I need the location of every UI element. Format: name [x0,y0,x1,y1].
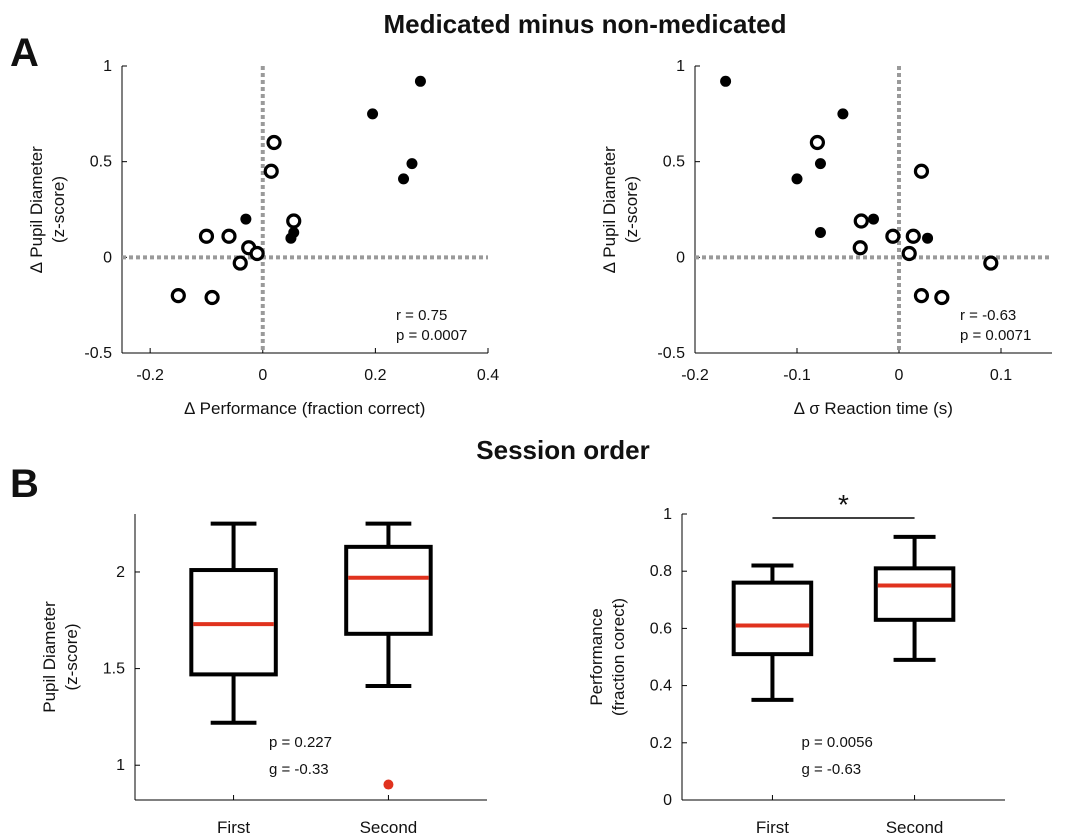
chart-a-left: -0.5 0 0.5 1 ∆ Pupil Diameter (z-score) -0.2 0 0… [27,58,499,418]
filled-point [868,213,879,225]
x-category-label: First [217,818,250,837]
open-point [266,134,282,151]
x-tick-label: 0.1 [990,367,1012,384]
x-category-label: First [756,818,789,837]
filled-point [814,158,826,170]
x-tick-label: -0.2 [136,367,164,384]
y-tick-label: 1 [676,58,685,75]
open-point [204,289,220,306]
filled-point [285,232,297,244]
open-point [934,289,950,306]
open-point [983,255,999,271]
y-tick-label: 0.5 [90,154,112,171]
filled-point [922,232,934,244]
filled-point [398,173,410,185]
x-category-label: Second [360,818,418,837]
y-tick-label: -0.5 [84,345,112,362]
x-category-label: Second [886,818,944,837]
stat-g: g = -0.63 [802,761,862,778]
x-tick-label: 0 [258,367,267,384]
open-point [249,245,265,262]
open-point [913,288,930,304]
x-tick-label: 0.2 [364,367,386,384]
filled-point [837,108,849,120]
y-tick-label: 0.8 [650,563,672,580]
y-tick-label: 0 [676,249,685,266]
chart-b-right: 0 0.2 0.4 0.6 0.8 1 Performance (fraction corec… [587,489,1005,837]
box-iqr [189,568,278,677]
open-point [198,228,215,244]
chart-a-right: -0.5 0 0.5 1 ∆ Pupil Diameter (z-score) -0.2 -0… [600,58,1052,418]
y-tick-label: 1.5 [103,661,125,678]
y-tick-label: 0.2 [650,735,672,752]
y-axis-label: Performance [587,608,606,705]
chart-b-left: 1 1.5 2 Pupil Diameter (z-score) First Second p… [40,514,487,837]
top-title: Medicated minus non-medicated [383,9,786,39]
open-point [853,213,869,229]
y-tick-label: 0 [103,249,112,266]
open-point [905,228,921,244]
stat-p: p = 0.0071 [960,327,1031,344]
y-axis-label-unit: (fraction corect) [609,598,628,716]
y-tick-label: -0.5 [657,345,685,362]
y-axis-label: Pupil Diameter [40,601,59,713]
open-point [852,240,868,256]
y-tick-label: 0 [663,792,672,809]
y-axis-label-unit: (z-score) [62,623,81,690]
x-tick-label: 0 [895,367,904,384]
filled-point [414,75,426,87]
stat-r: r = -0.63 [960,307,1016,324]
outlier-point [383,779,394,790]
x-axis-label: ∆ Performance (fraction correct) [185,399,426,418]
bottom-title: Session order [476,435,649,465]
stat-r: r = 0.75 [396,307,447,324]
open-point [913,163,930,179]
stat-p: p = 0.227 [269,734,332,751]
x-tick-label: -0.1 [783,367,811,384]
filled-point [720,75,732,87]
x-axis-label: ∆ σ Reaction time (s) [794,399,953,418]
stat-g: g = -0.33 [269,761,329,778]
open-point [286,213,302,229]
y-tick-label: 1 [116,757,125,774]
stat-p: p = 0.0007 [396,327,467,344]
filled-point [367,108,379,120]
open-point [263,163,279,179]
y-tick-label: 0.5 [663,154,685,171]
y-tick-label: 0.6 [650,620,672,637]
x-tick-label: -0.2 [681,367,709,384]
filled-point [791,173,803,185]
box-iqr [731,580,814,657]
filled-point [406,158,418,170]
y-tick-label: 0.4 [650,678,672,695]
filled-point [814,226,826,238]
open-point [221,228,237,244]
x-tick-label: 0.4 [477,367,499,384]
open-point [901,245,917,262]
y-axis-label-unit: (z-score) [622,176,641,243]
box-iqr [873,566,956,622]
panel-b-label: B [10,462,39,506]
filled-point [240,213,252,225]
y-axis-label: ∆ Pupil Diameter [27,146,46,273]
stat-p: p = 0.0056 [802,734,873,751]
y-axis-label: ∆ Pupil Diameter [600,146,619,273]
box-iqr [344,544,433,636]
open-point [809,134,826,151]
open-point [170,288,186,304]
y-tick-label: 2 [116,564,125,581]
panel-a-label: A [10,31,39,75]
significance-star: * [838,489,849,520]
y-tick-label: 1 [103,58,112,75]
open-point [232,255,248,271]
open-point [885,228,901,244]
y-axis-label-unit: (z-score) [49,176,68,243]
y-tick-label: 1 [663,506,672,523]
